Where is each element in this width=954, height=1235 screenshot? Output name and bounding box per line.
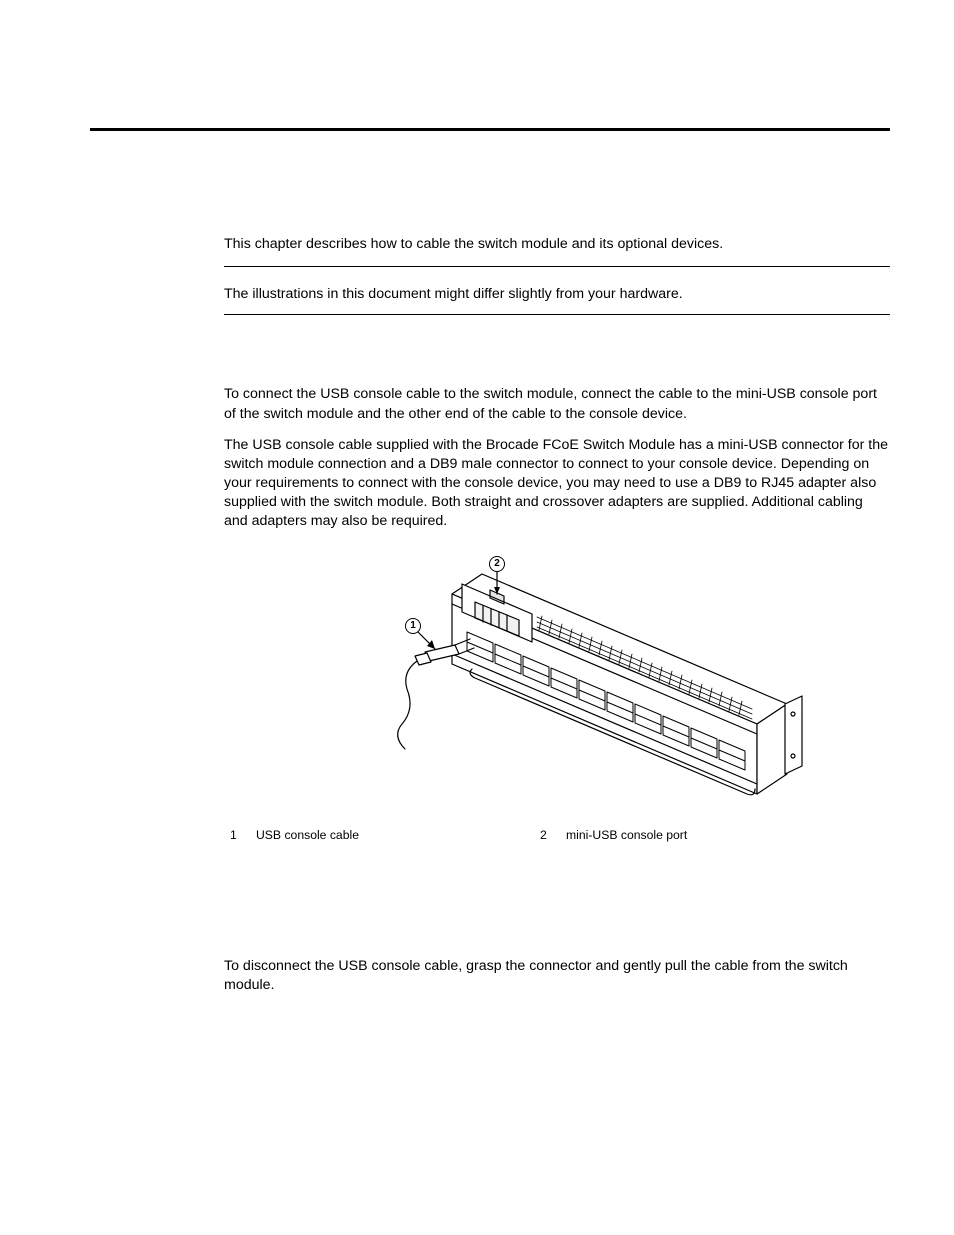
switch-drawing-svg — [307, 554, 807, 814]
note-text: The illustrations in this document might… — [224, 285, 890, 304]
intro-paragraph: This chapter describes how to cable the … — [224, 235, 890, 254]
legend-label-2: mini-USB console port — [566, 828, 890, 842]
connect-paragraph-1: To connect the USB console cable to the … — [224, 385, 890, 423]
figure-callout-1: 1 — [405, 618, 421, 634]
legend-num-2: 2 — [540, 828, 566, 842]
figure-callout-2: 2 — [489, 556, 505, 572]
figure-wrapper: 1 2 — [224, 554, 890, 814]
switch-module-figure: 1 2 — [307, 554, 807, 814]
content-column: This chapter describes how to cable the … — [224, 235, 890, 1007]
note-rule-top — [224, 266, 890, 267]
spacer — [224, 315, 890, 385]
connect-paragraph-2: The USB console cable supplied with the … — [224, 436, 890, 532]
top-horizontal-rule — [90, 128, 890, 131]
disconnect-paragraph: To disconnect the USB console cable, gra… — [224, 957, 890, 995]
legend-num-1: 1 — [230, 828, 256, 842]
spacer-2 — [224, 842, 890, 957]
legend-label-1: USB console cable — [256, 828, 540, 842]
figure-legend: 1 USB console cable 2 mini-USB console p… — [224, 828, 890, 842]
page: This chapter describes how to cable the … — [0, 0, 954, 1235]
